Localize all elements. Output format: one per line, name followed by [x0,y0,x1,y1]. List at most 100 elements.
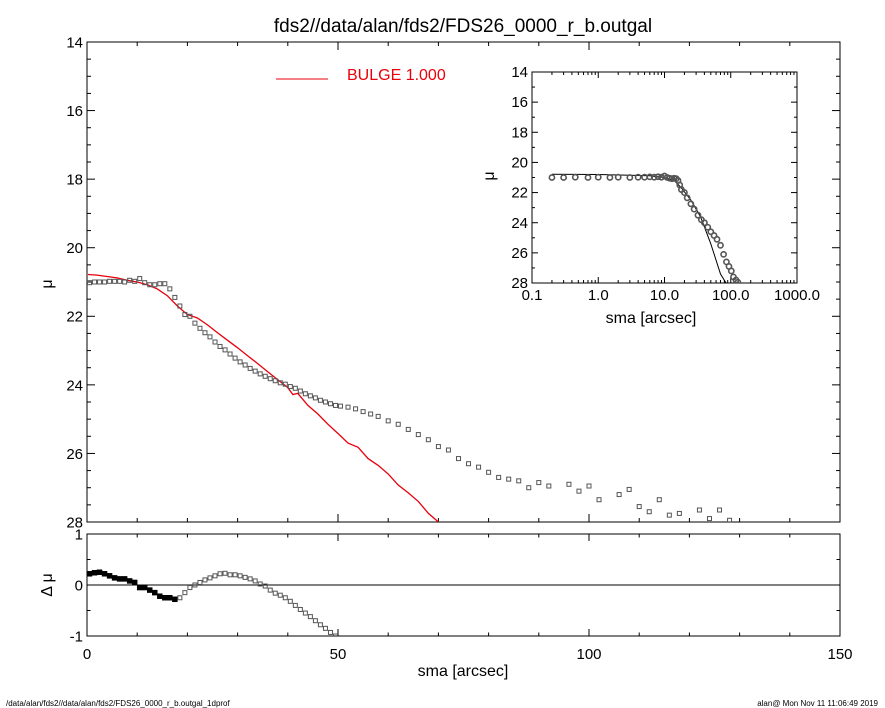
profile-data-point [207,334,213,340]
profile-data-point [486,469,492,475]
profile-data-point [425,437,431,443]
residual-data-point [222,570,228,576]
profile-data-point [167,286,173,292]
inset-data-point [694,211,702,219]
residual-data-point [307,614,313,620]
profile-data-point [646,509,652,515]
inset-y-tick-label: 18 [511,124,528,141]
residual-data-point [297,606,303,612]
residual-data-point [152,589,158,596]
profile-data-point [666,512,672,518]
footer-user-timestamp: alan@ Mon Nov 11 11:06:49 2019 [757,699,878,708]
profile-data-point [137,276,143,282]
residual-x-tick-label: 0 [83,646,91,663]
profile-data-point [132,278,138,284]
residual-data-point [332,633,338,636]
residual-data-point [292,602,298,608]
profile-data-point [92,279,98,285]
residual-data-point [327,629,333,635]
inset-data-point [690,205,698,213]
inset-data-point [584,174,592,181]
profile-data-point [536,480,542,486]
profile-data-point [147,282,153,288]
residual-x-tick-label: 150 [827,646,852,663]
residual-data-point [96,569,103,575]
profile-data-point [302,391,308,397]
profile-data-point [252,368,258,374]
inset-y-tick-label: 24 [511,215,528,232]
profile-data-point [247,365,253,371]
profile-data-point [506,476,512,482]
inset-x-tick-label: 100.0 [712,287,750,304]
inset-data-point [626,174,634,181]
residual-x-tick-label: 100 [576,646,601,663]
inset-x-axis-label: sma [arcsec] [606,310,697,327]
inset-data-point [717,241,724,249]
residual-data-point [237,573,243,579]
profile-data-point [212,339,218,345]
y-axis-label: μ [39,279,56,288]
residual-data-point [212,573,218,579]
main-y-tick-label: 16 [66,103,83,120]
residual-data-point [91,570,98,576]
residual-data-point [101,571,108,577]
plot-area [87,569,338,636]
residual-data-point [312,618,318,624]
residual-x-tick-label: 50 [330,646,347,663]
profile-data-point [586,483,592,489]
profile-data-point [112,278,118,284]
residual-y-tick-label: 0 [75,577,83,594]
profile-data-point [292,385,298,391]
residual-data-point [322,625,328,631]
profile-data-point [152,282,158,288]
residual-data-point [167,595,173,601]
inset-y-tick-label: 14 [511,64,528,81]
profile-data-point [177,303,183,309]
profile-data-point [267,376,273,382]
residual-data-point [272,590,278,596]
residual-data-point [207,575,213,581]
profile-data-point [332,402,338,408]
inset-y-tick-label: 28 [511,275,528,292]
inset-data-point [734,278,742,283]
residual-data-point [157,593,163,599]
inset-data-point [594,173,602,181]
residual-data-point [202,577,208,583]
profile-data-point [242,362,248,368]
residual-data-point [147,587,153,593]
profile-data-point [227,351,233,357]
residual-data-point [131,579,138,586]
residual-data-point [162,595,168,601]
residual-data-point [187,585,193,591]
profile-data-point [102,279,108,285]
residual-data-point [277,592,283,598]
profile-data-point [197,325,203,331]
profile-data-point [466,461,472,467]
residual-data-point [242,574,248,580]
inset-y-tick-label: 20 [511,154,528,171]
inset-data-point [571,173,579,181]
inset-data-point [681,189,688,196]
inset-y-tick-label: 26 [511,245,528,262]
inset-data-point [560,174,568,181]
profile-data-point [385,418,391,424]
profile-data-point [322,399,328,405]
profile-data-point [312,395,318,401]
residual-data-point [136,584,143,591]
residual-data-point [182,590,188,596]
profile-data-point [317,397,323,403]
profile-data-point [353,406,359,412]
inset-data-point [650,173,658,181]
inset-data-point [727,267,735,275]
profile-data-point [327,401,333,407]
profile-data-point [127,277,133,283]
profile-data-point [626,486,632,492]
main-y-tick-label: 26 [66,446,83,463]
profile-data-point [616,492,622,498]
inset-data-point [548,174,556,181]
plot-area [548,172,742,283]
residual-data-point [197,579,203,585]
profile-data-point [526,485,532,491]
residual-data-point [282,595,288,601]
inset-data-point [614,173,622,181]
